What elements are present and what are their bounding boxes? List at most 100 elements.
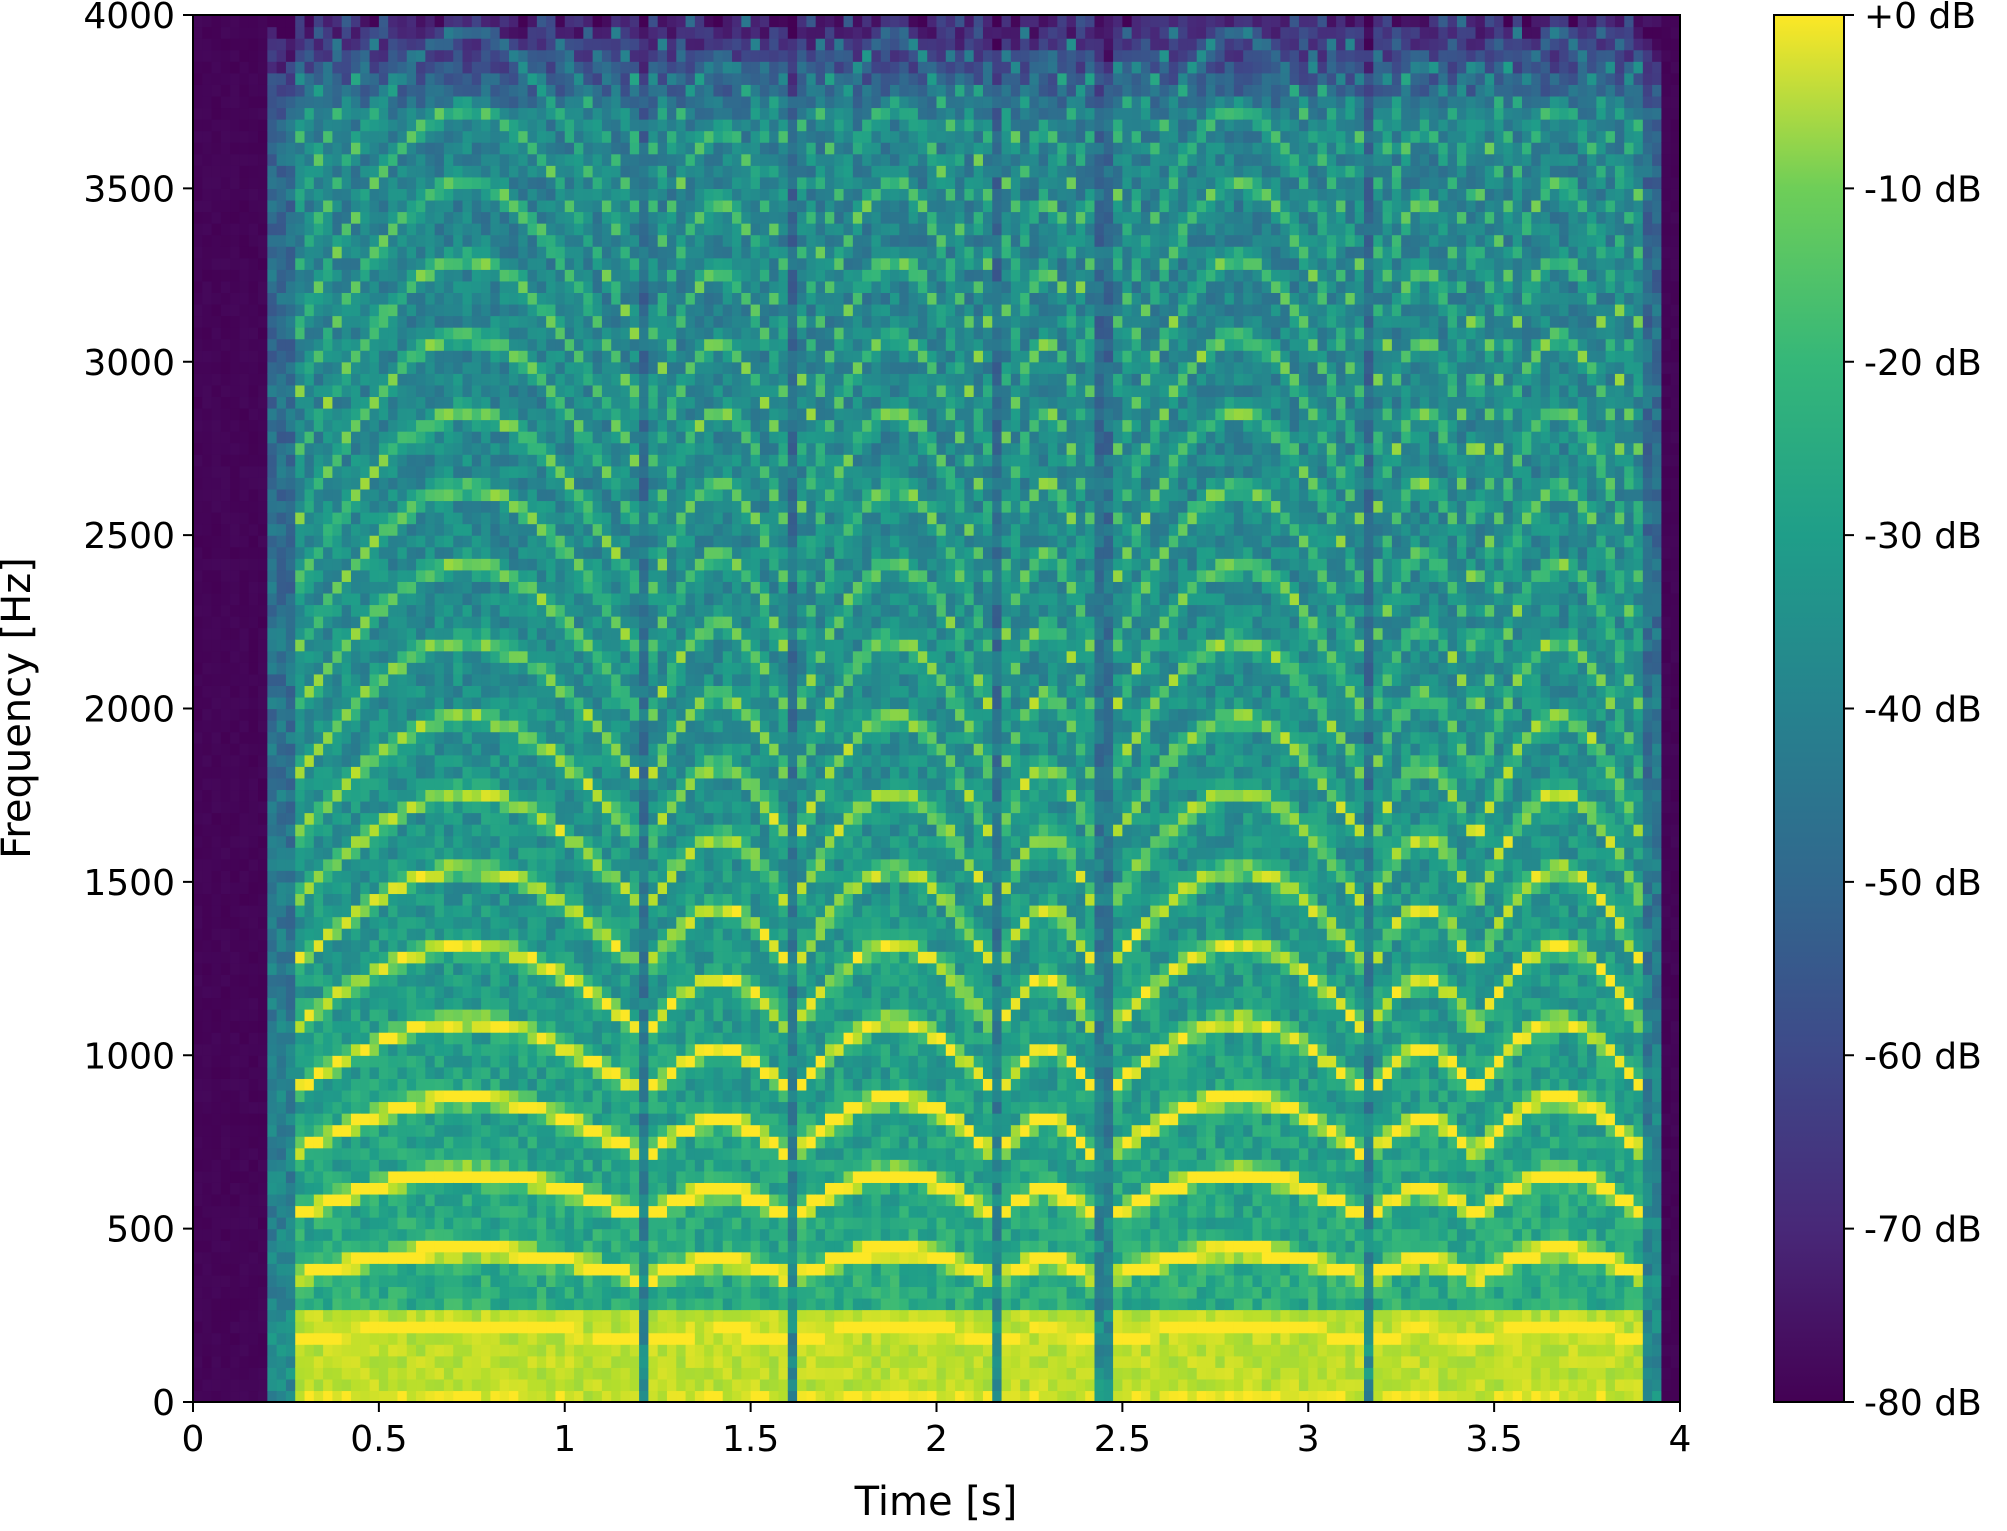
spectrogram-cell — [230, 650, 241, 663]
spectrogram-cell — [341, 95, 352, 109]
spectrogram-cell — [193, 1009, 203, 1022]
spectrogram-cell — [230, 789, 241, 802]
spectrogram-cell — [453, 1251, 464, 1264]
spectrogram-cell — [350, 130, 361, 143]
spectrogram-cell — [332, 1182, 343, 1195]
spectrogram-cell — [313, 581, 324, 594]
spectrogram-cell — [323, 1321, 333, 1334]
spectrogram-cell — [443, 396, 454, 409]
spectrogram-cell — [481, 985, 491, 999]
spectrogram-cell — [462, 1159, 473, 1172]
spectrogram-cell — [527, 800, 538, 814]
spectrogram-cell — [388, 257, 399, 270]
spectrogram-cell — [527, 592, 538, 606]
spectrogram-cell — [193, 558, 203, 571]
spectrogram-cell — [536, 350, 547, 363]
spectrogram-cell — [564, 1159, 575, 1172]
spectrogram-cell — [490, 153, 501, 166]
spectrogram-cell — [471, 488, 482, 502]
spectrogram-cell — [499, 130, 510, 143]
spectrogram-cell — [555, 1193, 566, 1207]
spectrogram-cell — [388, 119, 399, 132]
spectrogram-cell — [360, 974, 371, 987]
spectrogram-cell — [490, 234, 501, 247]
spectrogram-cell — [304, 731, 315, 744]
spectrogram-cell — [239, 604, 250, 617]
spectrogram-cell — [202, 373, 213, 386]
spectrogram-cell — [416, 292, 426, 305]
spectrogram-cell — [490, 500, 501, 513]
spectrogram-cell — [230, 754, 241, 767]
spectrogram-cell — [350, 835, 361, 848]
spectrogram-cell — [276, 1055, 287, 1068]
spectrogram-cell — [220, 373, 231, 386]
spectrogram-cell — [471, 246, 482, 259]
spectrogram-cell — [276, 477, 287, 490]
spectrogram-cell — [453, 962, 464, 975]
spectrogram-cell — [471, 431, 482, 444]
spectrogram-cell — [434, 211, 445, 224]
spectrogram-cell — [406, 15, 417, 28]
spectrogram-cell — [295, 1101, 306, 1114]
spectrogram-cell — [202, 1367, 213, 1380]
spectrogram-cell — [350, 246, 361, 259]
spectrogram-cell — [313, 858, 324, 871]
spectrogram-cell — [313, 720, 324, 733]
spectrogram-cell — [490, 1344, 501, 1357]
spectrogram-cell — [378, 292, 389, 305]
spectrogram-cell — [416, 15, 426, 28]
spectrogram-cell — [369, 662, 380, 675]
spectrogram-cell — [323, 1309, 333, 1322]
spectrogram-cell — [239, 1101, 250, 1114]
spectrogram-cell — [434, 176, 445, 189]
spectrogram-cell — [220, 997, 231, 1010]
spectrogram-cell — [202, 153, 213, 166]
spectrogram-cell — [416, 1205, 426, 1218]
spectrogram-cell — [276, 720, 287, 733]
spectrogram-cell — [230, 1101, 241, 1114]
spectrogram-cell — [332, 581, 343, 594]
spectrogram-cell — [416, 627, 426, 640]
spectrogram-cell — [397, 650, 408, 663]
spectrogram-cell — [388, 292, 399, 305]
spectrogram-cell — [508, 384, 519, 398]
spectrogram-cell — [285, 916, 296, 929]
spectrogram-cell — [416, 904, 426, 918]
spectrogram-cell — [285, 1205, 296, 1218]
spectrogram-cell — [211, 951, 222, 964]
spectrogram-cell — [453, 1032, 464, 1045]
spectrogram-cell — [239, 708, 250, 721]
spectrogram-cell — [276, 824, 287, 837]
spectrogram-cell — [313, 1147, 324, 1160]
spectrogram-cell — [267, 824, 278, 837]
spectrogram-cell — [211, 142, 222, 155]
spectrogram-cell — [406, 1251, 417, 1264]
spectrogram-cell — [425, 269, 436, 282]
spectrogram-cell — [258, 708, 268, 721]
spectrogram-cell — [202, 327, 213, 340]
spectrogram-cell — [425, 49, 436, 62]
spectrogram-cell — [536, 361, 547, 374]
spectrogram-cell — [295, 361, 306, 374]
spectrogram-cell — [295, 1032, 306, 1045]
spectrogram-cell — [508, 1263, 519, 1276]
spectrogram-cell — [304, 234, 315, 247]
spectrogram-cell — [434, 431, 445, 444]
spectrogram-cell — [285, 280, 296, 293]
spectrogram-cell — [518, 303, 529, 317]
spectrogram-cell — [564, 616, 575, 629]
spectrogram-cell — [425, 1263, 436, 1276]
spectrogram-cell — [378, 1136, 389, 1149]
spectrogram-cell — [508, 1297, 519, 1311]
spectrogram-cell — [313, 535, 324, 548]
spectrogram-cell — [508, 1009, 519, 1022]
spectrogram-cell — [248, 858, 259, 871]
spectrogram-cell — [434, 974, 445, 987]
spectrogram-cell — [332, 1240, 343, 1253]
spectrogram-cell — [462, 604, 473, 617]
spectrogram-cell — [508, 1332, 519, 1345]
spectrogram-cell — [518, 500, 529, 513]
spectrogram-cell — [211, 835, 222, 848]
spectrogram-cell — [471, 743, 482, 756]
spectrogram-cell — [248, 1043, 259, 1056]
